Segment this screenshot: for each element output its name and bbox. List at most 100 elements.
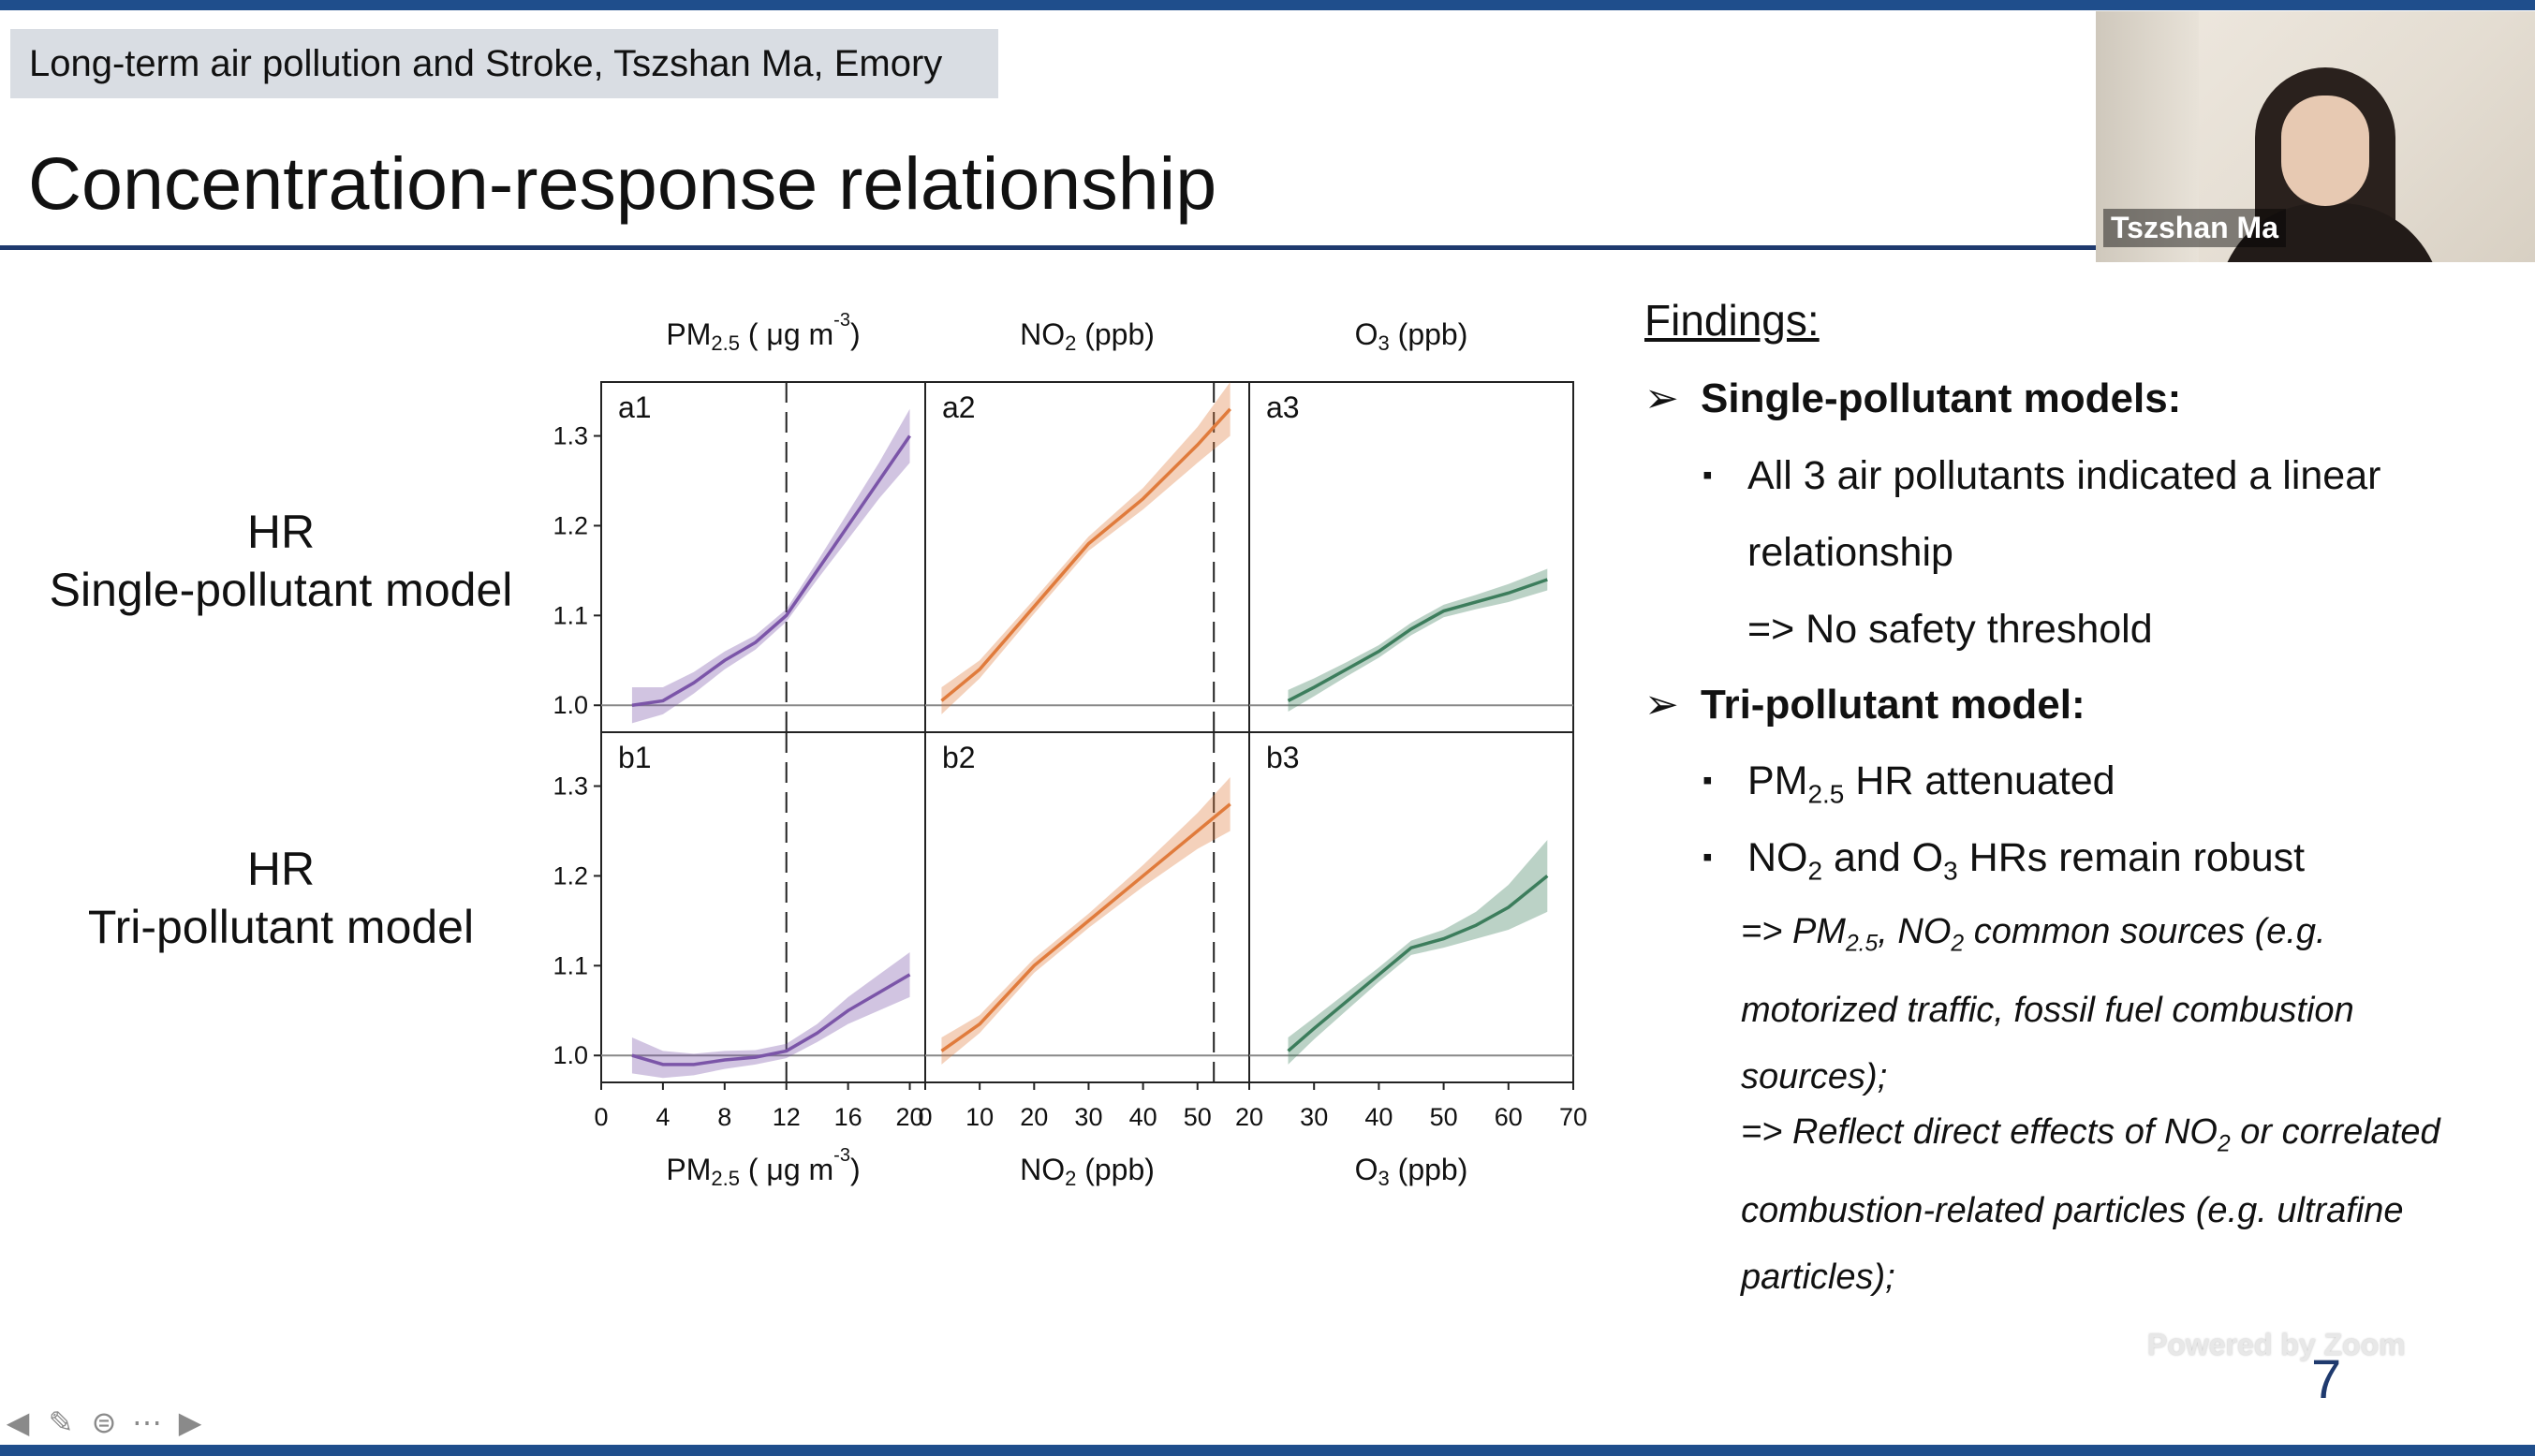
no-threshold-note: => No safety threshold — [1747, 607, 2153, 652]
panel-label-b2: b2 — [942, 741, 976, 774]
y-tick-label: 1.0 — [553, 691, 588, 719]
tri-bullet-pm-attenuated: ▪ PM2.5 HR attenuated — [1702, 743, 2115, 833]
findings-title: Findings: — [1644, 296, 1820, 345]
panel-label-a1: a1 — [618, 390, 652, 424]
panel-frame-a1 — [600, 381, 926, 733]
row-label-tri-hr: HR — [246, 843, 316, 895]
x-tick-label: 50 — [1430, 1103, 1458, 1131]
response-curve-a2 — [940, 407, 1231, 702]
column-title-top-2: NO2 (ppb) — [1020, 317, 1155, 355]
panel-label-b3: b3 — [1266, 741, 1300, 774]
square-bullet-icon: ▪ — [1702, 460, 1713, 491]
arrow-bullet-icon: ➢ — [1644, 682, 1679, 728]
tri-b2-text-b: and O — [1822, 835, 1944, 880]
x-tick-label: 30 — [1074, 1103, 1102, 1131]
confidence-band-b3 — [1288, 840, 1548, 1065]
x-axis-label-1: PM2.5 ( μg m-3) — [666, 1145, 860, 1190]
slide-page-number: 7 — [2311, 1349, 2342, 1410]
y-tick-label: 1.3 — [553, 772, 588, 801]
common-sources-note: => PM2.5, NO2 common sources (e.g. motor… — [1741, 899, 2535, 1110]
x-axis-label-2: NO2 (ppb) — [1020, 1153, 1155, 1190]
confidence-band-b2 — [941, 776, 1231, 1065]
common-sources-line1: => PM2.5, NO2 common sources (e.g. — [1741, 912, 2326, 957]
row-label-tri-model: Tri-pollutant model — [87, 901, 475, 953]
tri-b1-text-a: PM — [1747, 758, 1808, 803]
square-bullet-icon: ▪ — [1702, 842, 1713, 873]
x-tick-label: 50 — [1184, 1103, 1212, 1131]
direct-effects-line1: => Reflect direct effects of NO2 or corr… — [1741, 1112, 2440, 1157]
top-accent-bar — [0, 0, 2535, 10]
x-tick-label: 16 — [834, 1103, 862, 1131]
direct-effects-line3: particles); — [1741, 1257, 1895, 1297]
x-tick-label: 20 — [896, 1103, 924, 1131]
response-curve-a1 — [631, 434, 911, 707]
y-tick-label: 1.3 — [553, 422, 588, 450]
back-arrow-icon[interactable]: ◀ — [6, 1405, 30, 1439]
title-divider — [0, 245, 2098, 250]
x-tick-label: 40 — [1129, 1103, 1157, 1131]
x-tick-label: 70 — [1559, 1103, 1587, 1131]
pen-icon[interactable]: ✎ — [48, 1405, 74, 1439]
direct-effects-line2: combustion-related particles (e.g. ultra… — [1741, 1190, 2404, 1230]
x-axis-label-3: O3 (ppb) — [1355, 1153, 1468, 1190]
tri-b1-text-b: HR attenuated — [1844, 758, 2115, 803]
y-tick-label: 1.2 — [553, 861, 588, 890]
tri-pollutant-heading: ➢ Tri-pollutant model: — [1644, 681, 2085, 728]
y-tick-label: 1.1 — [553, 601, 588, 629]
y-tick-label: 1.0 — [553, 1041, 588, 1069]
column-title-top-3: O3 (ppb) — [1355, 317, 1468, 355]
common-sources-line3: sources); — [1741, 1056, 1888, 1096]
y-tick-label: 1.1 — [553, 951, 588, 979]
x-tick-label: 30 — [1300, 1103, 1328, 1131]
tri-b2-text-a: NO — [1747, 835, 1808, 880]
response-curve-b3 — [1287, 875, 1549, 1052]
tri-b2-sub1: 2 — [1807, 856, 1823, 886]
x-tick-label: 0 — [918, 1103, 932, 1131]
slide-header-tag: Long-term air pollution and Stroke, Tszs… — [10, 29, 998, 98]
response-curve-b1 — [631, 973, 911, 1066]
panel-label-a2: a2 — [942, 390, 976, 424]
row-label-single-hr: HR — [246, 506, 316, 558]
direct-effects-note: => Reflect direct effects of NO2 or corr… — [1741, 1099, 2535, 1311]
x-tick-label: 20 — [1020, 1103, 1048, 1131]
y-tick-label: 1.2 — [553, 511, 588, 539]
single-bullet-line2: relationship — [1747, 530, 1953, 575]
participant-name-label: Tszshan Ma — [2103, 209, 2286, 247]
panel-label-a3: a3 — [1266, 390, 1300, 424]
x-tick-label: 20 — [1235, 1103, 1263, 1131]
panel-frame-a3 — [1248, 381, 1574, 733]
row-label-single: HR Single-pollutant model — [0, 503, 562, 619]
forward-arrow-icon[interactable]: ▶ — [178, 1405, 202, 1439]
panel-label-b1: b1 — [618, 741, 652, 774]
single-pollutant-heading: ➢ Single-pollutant models: — [1644, 375, 2181, 422]
x-tick-label: 8 — [717, 1103, 731, 1131]
x-tick-label: 0 — [594, 1103, 608, 1131]
participant-video-tile[interactable]: Tszshan Ma — [2096, 11, 2535, 262]
more-icon[interactable]: ⋯ — [132, 1405, 162, 1439]
presentation-toolbar: ◀ ✎ ⊜ ⋯ ▶ — [0, 1402, 208, 1443]
x-tick-label: 40 — [1364, 1103, 1393, 1131]
single-bullet-linear: ▪ All 3 air pollutants indicated a linea… — [1702, 437, 2380, 591]
tri-b1-sub: 2.5 — [1807, 779, 1845, 809]
single-pollutant-heading-text: Single-pollutant models: — [1701, 375, 2182, 421]
column-title-top-1: PM2.5 ( μg m-3) — [666, 310, 860, 355]
concentration-response-chart: PM2.5 ( μg m-3) PM2.5 ( μg m-3) NO2 (ppb) N… — [553, 310, 1587, 1190]
tri-pollutant-heading-text: Tri-pollutant model: — [1701, 682, 2085, 728]
zoom-watermark: Powered by Zoom — [2147, 1328, 2406, 1361]
x-tick-label: 60 — [1495, 1103, 1523, 1131]
common-sources-line2: motorized traffic, fossil fuel combustio… — [1741, 990, 2354, 1030]
x-tick-label: 4 — [656, 1103, 670, 1131]
row-label-tri: HR Tri-pollutant model — [0, 840, 562, 956]
tri-bullet-no2-o3-robust: ▪ NO2 and O3 HRs remain robust — [1702, 819, 2306, 910]
row-label-single-model: Single-pollutant model — [49, 564, 513, 616]
video-person-face — [2281, 96, 2369, 206]
square-bullet-icon: ▪ — [1702, 765, 1713, 796]
confidence-band-a3 — [1288, 568, 1548, 712]
subtitles-icon[interactable]: ⊜ — [91, 1405, 117, 1439]
tri-b2-text-c: HRs remain robust — [1957, 835, 2306, 880]
x-tick-label: 12 — [773, 1103, 801, 1131]
response-curve-a3 — [1287, 578, 1548, 702]
response-curve-b2 — [940, 802, 1231, 1052]
confidence-band-a1 — [631, 408, 910, 724]
panel-frame-b1 — [600, 731, 926, 1083]
